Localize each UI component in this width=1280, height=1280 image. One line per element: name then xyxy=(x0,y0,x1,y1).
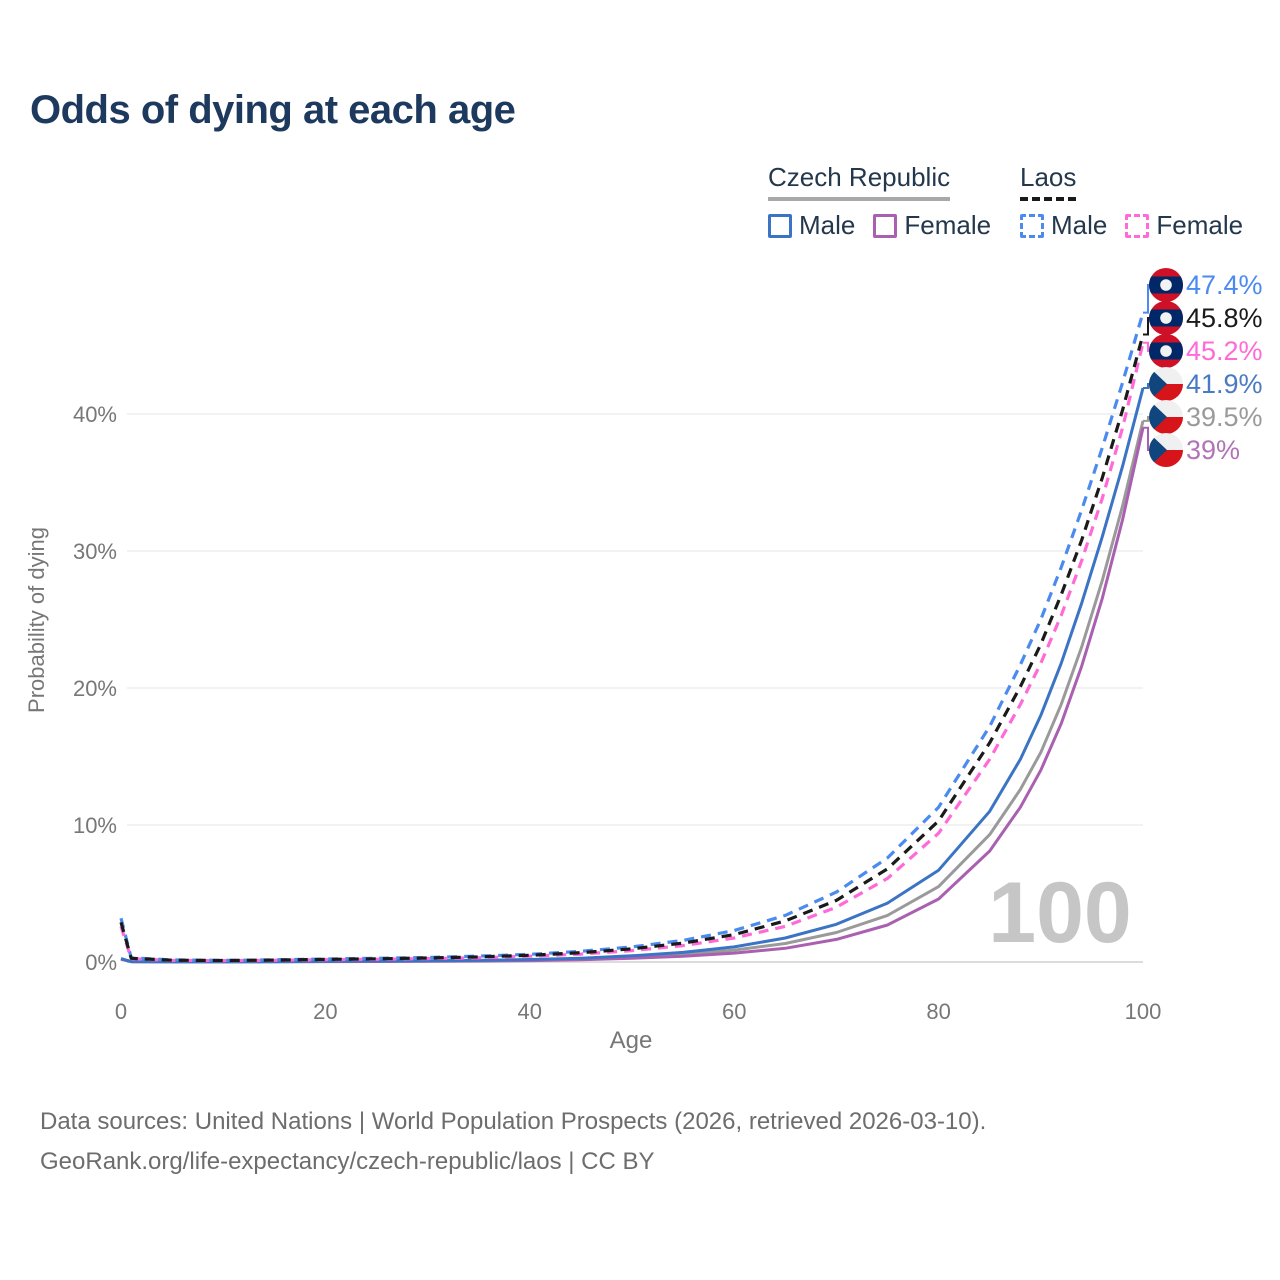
czech-flag-icon xyxy=(1149,433,1183,467)
checkbox-icon-laos-male xyxy=(1020,213,1044,238)
czech-flag-icon xyxy=(1149,400,1183,434)
y-tick-label: 30% xyxy=(73,539,117,564)
series-line-laos-female xyxy=(119,342,1145,963)
legend-country-laos[interactable]: Laos xyxy=(1020,162,1077,201)
legend-country-czech-republic[interactable]: Czech Republic xyxy=(768,162,951,201)
checkbox-icon-laos-female xyxy=(1125,213,1150,238)
x-tick-label: 40 xyxy=(518,999,542,1024)
legend-items-czech: Male Female xyxy=(768,210,991,241)
y-axis-title: Probability of dying xyxy=(24,527,49,713)
data-source-text: Data sources: United Nations | World Pop… xyxy=(40,1108,987,1135)
end-value-label-czech-republic-both-sexes: 39.5% xyxy=(1186,402,1263,432)
end-value-label-czech-republic-male: 41.9% xyxy=(1186,369,1263,399)
legend-item-laos-female[interactable]: Female xyxy=(1125,210,1243,241)
legend-group-czech-republic: Czech Republic Male Female xyxy=(768,162,991,241)
series-line-laos-both-sexes xyxy=(119,334,1145,963)
y-tick-label: 20% xyxy=(73,676,117,701)
czech-flag-icon xyxy=(1149,367,1183,401)
x-tick-label: 0 xyxy=(115,999,127,1024)
end-value-label-laos-male: 47.4% xyxy=(1186,270,1263,300)
x-tick-label: 80 xyxy=(926,999,950,1024)
page-title: Odds of dying at each age xyxy=(30,88,516,132)
x-tick-label: 100 xyxy=(1125,999,1162,1024)
end-value-label-laos-both-sexes: 45.8% xyxy=(1186,303,1263,333)
end-value-label-laos-female: 45.2% xyxy=(1186,336,1263,366)
laos-flag-icon xyxy=(1149,301,1183,335)
x-tick-label: 60 xyxy=(722,999,746,1024)
legend-item-czech-female[interactable]: Female xyxy=(873,210,991,241)
attribution-link-text: GeoRank.org/life-expectancy/czech-republ… xyxy=(40,1148,655,1175)
y-tick-label: 40% xyxy=(73,402,117,427)
legend-items-laos: Male Female xyxy=(1020,210,1243,241)
legend-group-laos: Laos Male Female xyxy=(1020,162,1243,241)
legend-item-laos-male[interactable]: Male xyxy=(1020,210,1107,241)
checkbox-icon-czech-female xyxy=(873,213,898,238)
end-value-label-czech-republic-female: 39% xyxy=(1186,435,1240,465)
y-tick-label: 0% xyxy=(85,950,117,975)
age-watermark: 100 xyxy=(988,865,1132,961)
series-line-laos-male xyxy=(119,312,1145,963)
x-tick-label: 20 xyxy=(313,999,337,1024)
legend-item-label: Female xyxy=(1156,210,1244,240)
x-axis-title: Age xyxy=(610,1027,653,1054)
legend-item-czech-male[interactable]: Male xyxy=(768,210,855,241)
y-tick-label: 10% xyxy=(73,813,117,838)
legend-item-label: Male xyxy=(799,210,856,240)
legend-item-label: Female xyxy=(904,210,992,240)
laos-flag-icon xyxy=(1149,334,1183,368)
legend-item-label: Male xyxy=(1051,210,1108,240)
laos-flag-icon xyxy=(1149,268,1183,302)
checkbox-icon-czech-male xyxy=(768,213,792,238)
